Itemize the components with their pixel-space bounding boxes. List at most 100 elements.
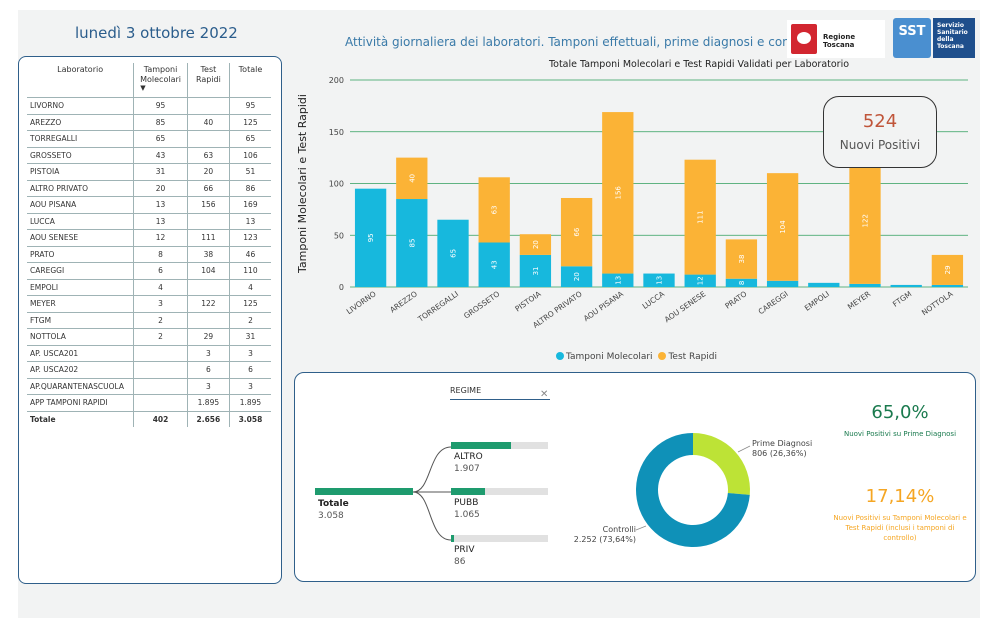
- toscana-shield-icon: [791, 24, 817, 54]
- value-cell: 8: [133, 246, 188, 263]
- bar-segment[interactable]: [643, 273, 675, 287]
- regime-header[interactable]: REGIME: [450, 386, 550, 400]
- lab-name-cell: LUCCA: [27, 213, 134, 230]
- value-cell: 3: [228, 378, 271, 395]
- table-row[interactable]: AP. USCA202 6 6: [27, 361, 271, 379]
- value-cell: [186, 279, 230, 296]
- close-icon[interactable]: ✕: [540, 389, 549, 400]
- tree-node-value: 1.065: [454, 510, 480, 520]
- kpi-prime-diagnosi: 65,0% Nuovi Positivi su Prime Diagnosi: [838, 402, 962, 439]
- bar-segment[interactable]: [396, 199, 428, 287]
- value-cell: 3: [186, 378, 230, 395]
- bar-segment[interactable]: [396, 157, 428, 200]
- lab-name-cell: GROSSETO: [27, 147, 134, 164]
- value-cell: 125: [228, 295, 271, 313]
- tree-node-bar[interactable]: [451, 535, 454, 542]
- bar-segment[interactable]: [602, 112, 634, 274]
- bar-segment[interactable]: [766, 173, 799, 281]
- bar-segment[interactable]: [849, 157, 881, 284]
- table-row[interactable]: EMPOLI 4 4: [27, 279, 271, 296]
- col-header-totale[interactable]: Totale: [228, 63, 271, 98]
- table-row[interactable]: FTGM 2 2: [27, 312, 271, 329]
- table-row[interactable]: MEYER 3 122 125: [27, 295, 271, 313]
- bar-segment[interactable]: [437, 219, 469, 287]
- bar-segment[interactable]: [766, 280, 799, 287]
- legend-label-molecolari[interactable]: Tamponi Molecolari: [566, 352, 653, 362]
- donut-slice[interactable]: [636, 433, 750, 548]
- tree-node-bar-bg[interactable]: [451, 535, 548, 542]
- value-cell: 95: [228, 97, 271, 115]
- bar-segment[interactable]: [931, 284, 964, 287]
- table-row[interactable]: AP. USCA201 3 3: [27, 345, 271, 362]
- donut-slice[interactable]: [693, 433, 750, 495]
- table-row[interactable]: NOTTOLA 2 29 31: [27, 328, 271, 346]
- table-row[interactable]: AOU SENESE 12 111 123: [27, 229, 271, 247]
- tree-node-label: ALTRO: [454, 452, 483, 462]
- table-header-row: Laboratorio Tamponi Molecolari ▼ Test Rap…: [27, 63, 271, 98]
- bar-chart-svg: Totale Tamponi Molecolari e Test Rapidi …: [296, 59, 968, 330]
- lab-table-panel: Laboratorio Tamponi Molecolari ▼ Test Rap…: [18, 56, 282, 584]
- bar-segment[interactable]: [931, 254, 964, 285]
- bar-segment[interactable]: [602, 273, 634, 287]
- table-row[interactable]: PISTOIA 31 20 51: [27, 163, 271, 181]
- legend-label-rapidi[interactable]: Test Rapidi: [668, 352, 718, 362]
- tree-node-bar[interactable]: [451, 488, 485, 495]
- col-header-molecolari[interactable]: Tamponi Molecolari ▼: [133, 63, 188, 98]
- bar-segment[interactable]: [890, 284, 922, 287]
- data-label: 111: [697, 210, 705, 223]
- table-row[interactable]: LIVORNO 95 95: [27, 97, 271, 115]
- controlli-name: Controlli: [602, 525, 636, 534]
- table-row[interactable]: ALTRO PRIVATO 20 66 86: [27, 180, 271, 197]
- kpi-tamponi-label: Nuovi Positivi su Tamponi Molecolari e T…: [833, 514, 967, 542]
- bar-segment[interactable]: [519, 234, 552, 255]
- bar-segment[interactable]: [519, 254, 552, 287]
- bar-segment[interactable]: [560, 266, 593, 287]
- bar-segment[interactable]: [684, 274, 716, 287]
- col-header-laboratorio[interactable]: Laboratorio: [27, 63, 134, 98]
- table-row[interactable]: AOU PISANA 13 156 169: [27, 196, 271, 214]
- lab-name-cell: AP.QUARANTENASCUOLA: [27, 378, 134, 395]
- value-cell: 2: [228, 312, 271, 329]
- kpi-prime-diagnosi-value: 65,0%: [871, 402, 929, 423]
- value-cell: [186, 312, 230, 329]
- bar-segment[interactable]: [808, 282, 840, 287]
- table-row[interactable]: TORREGALLI 65 65: [27, 130, 271, 148]
- leader-line: [737, 445, 751, 453]
- bar-segment[interactable]: [478, 177, 510, 243]
- table-row[interactable]: PRATO 8 38 46: [27, 246, 271, 263]
- bar-segment[interactable]: [354, 188, 387, 287]
- kpi-prime-diagnosi-label: Nuovi Positivi su Prime Diagnosi: [843, 430, 957, 438]
- tree-node-bar-bg[interactable]: [451, 488, 548, 495]
- bar-segment[interactable]: [849, 283, 881, 287]
- bar-segment[interactable]: [478, 242, 510, 287]
- table-row[interactable]: APP TAMPONI RAPIDI 1.895 1.895: [27, 394, 271, 412]
- table-row[interactable]: AP.QUARANTENASCUOLA 3 3: [27, 378, 271, 395]
- tree-root-bar[interactable]: [315, 488, 413, 495]
- lab-name-cell: AP. USCA201: [27, 345, 134, 362]
- lab-name-cell: AOU PISANA: [27, 196, 134, 214]
- table-row[interactable]: GROSSETO 43 63 106: [27, 147, 271, 164]
- value-cell: 6: [228, 361, 271, 379]
- lab-name-cell: ALTRO PRIVATO: [27, 180, 134, 197]
- value-cell: 31: [228, 328, 271, 346]
- value-cell: 1.895: [228, 394, 271, 412]
- table-row[interactable]: CAREGGI 6 104 110: [27, 262, 271, 280]
- table-row[interactable]: LUCCA 13 13: [27, 213, 271, 230]
- bar-segment[interactable]: [560, 197, 593, 267]
- tree-node-bar[interactable]: [451, 442, 511, 449]
- value-cell: 85: [133, 114, 188, 131]
- col-header-rapidi[interactable]: Test Rapidi: [186, 63, 230, 98]
- lab-name-cell: AP. USCA202: [27, 361, 134, 379]
- data-label: 20: [532, 240, 540, 249]
- legend-dot-molecolari: [556, 352, 564, 360]
- data-label: 104: [779, 220, 787, 234]
- bottom-panel: [294, 372, 976, 582]
- value-cell: 4: [228, 279, 271, 296]
- bar-segment[interactable]: [684, 159, 716, 275]
- table-row[interactable]: AREZZO 85 40 125: [27, 114, 271, 131]
- bar-segment[interactable]: [725, 239, 758, 279]
- lab-name-cell: APP TAMPONI RAPIDI: [27, 394, 134, 412]
- value-cell: 111: [186, 229, 230, 247]
- bar-segment[interactable]: [725, 278, 758, 287]
